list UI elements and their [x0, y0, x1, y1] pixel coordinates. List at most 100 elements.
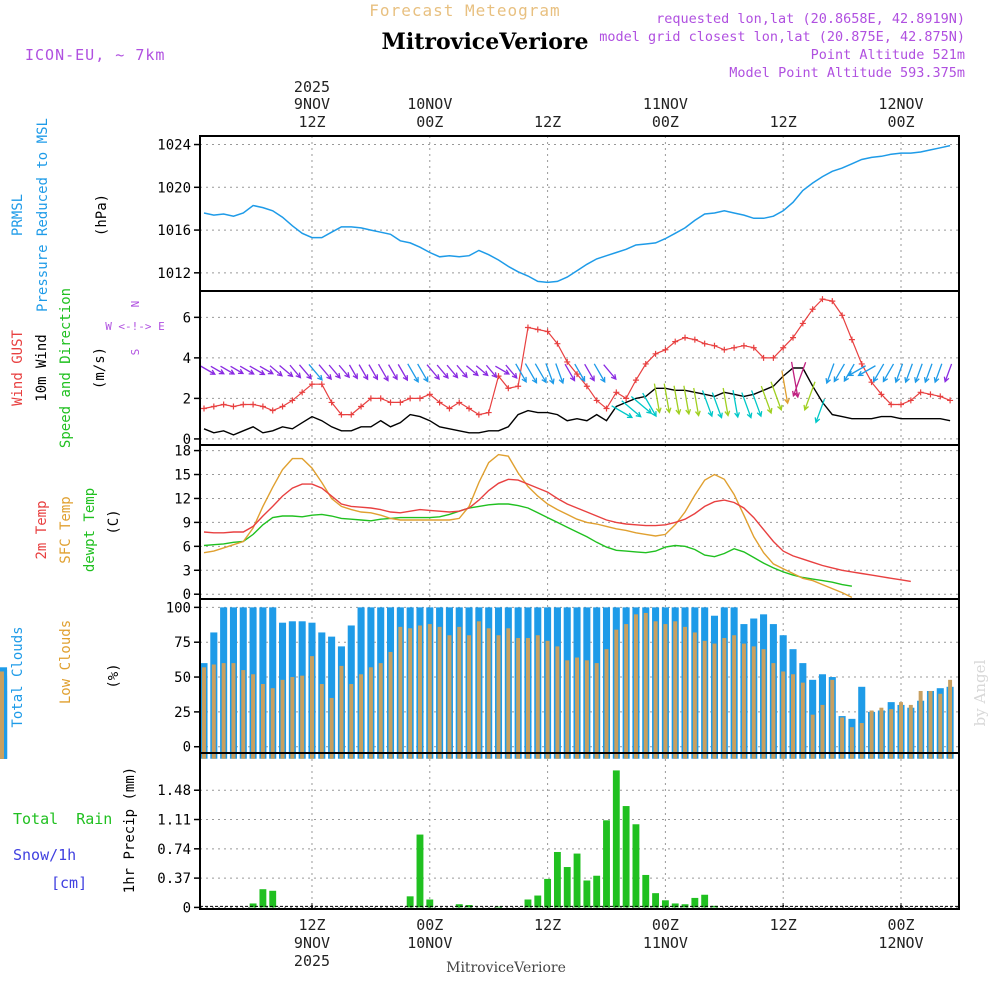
low-cloud-bar — [869, 710, 874, 759]
wind-direction-arrow — [933, 363, 943, 384]
wind-direction-arrow — [308, 364, 323, 381]
bottom-axis-hour: 12Z — [534, 916, 561, 934]
low-cloud-bar — [427, 624, 432, 759]
compass-north: N — [129, 301, 142, 308]
wind-direction-arrow — [555, 363, 565, 385]
wind-direction-arrow — [426, 364, 440, 381]
rain-bar — [524, 899, 532, 908]
bottom-axis-date: 11NOV — [643, 934, 688, 952]
y-tick-label: 1012 — [157, 266, 191, 282]
wind-gust-line-marker — [583, 383, 590, 390]
compass-rose: N W <-!-> E S — [105, 301, 165, 356]
wind-direction-arrow — [298, 364, 313, 380]
wind-gust-line-marker — [544, 328, 551, 335]
low-cloud-bar — [771, 663, 776, 759]
low-cloud-bar — [251, 674, 256, 759]
precip-label-cm: [cm] — [51, 874, 87, 892]
wind-gust-line-marker — [505, 385, 512, 392]
wind-direction-arrow — [825, 363, 835, 385]
wind-direction-arrow — [630, 396, 653, 415]
total-cloud-bar — [858, 686, 866, 759]
wind-gust-line-marker — [377, 395, 384, 402]
low-cloud-bar — [692, 632, 697, 759]
rain-bar — [711, 905, 718, 908]
precip-series — [200, 770, 959, 908]
footer-location: MitroviceVeriore — [446, 960, 566, 976]
clouds-panel: 100 75 50 25 0 Total Clouds Low Clouds (%) b… — [0, 598, 989, 759]
wind-gust-line-marker — [446, 405, 453, 412]
bottom-axis-hour: 00Z — [416, 916, 443, 934]
wind-gust-line-marker — [230, 403, 237, 410]
low-cloud-bar — [486, 628, 491, 759]
total-cloud-bar — [269, 607, 277, 759]
temp-unit: (C) — [106, 509, 122, 534]
low-cloud-bar — [202, 667, 206, 759]
y-tick-label: 1024 — [157, 138, 191, 154]
wind-gust-line-marker — [554, 340, 561, 347]
wind-direction-arrow — [230, 365, 245, 375]
wind-direction-arrow — [621, 400, 642, 418]
wind-gust-line-marker — [780, 344, 787, 351]
y-tick-label: 2 — [183, 391, 191, 407]
low-cloud-bar — [614, 629, 619, 759]
wind-direction-arrow — [857, 365, 876, 377]
wind-direction-arrow — [417, 363, 429, 383]
low-cloud-bar — [820, 704, 825, 759]
rain-bar — [416, 834, 424, 908]
temp-series — [203, 453, 911, 599]
wind-gust-line-marker — [878, 391, 885, 398]
requested-coords: requested lon,lat (20.8658E, 42.8919N) — [656, 11, 965, 27]
low-cloud-bar — [368, 667, 373, 759]
top-axis-date: 9NOV — [294, 95, 330, 113]
low-cloud-bar — [918, 690, 923, 759]
low-cloud-bar — [702, 640, 707, 759]
wind-gust-line-marker — [672, 338, 679, 345]
low-cloud-bar — [467, 635, 472, 759]
wind-gust-line-marker — [338, 411, 345, 418]
wind-ticks: 6 4 2 0 — [183, 310, 200, 448]
wind-gust-line-marker — [289, 397, 296, 404]
wind-direction-arrow — [781, 370, 790, 405]
rain-bar — [701, 894, 709, 908]
top-axis-date: 11NOV — [643, 95, 688, 113]
wind-gust-line-marker — [515, 383, 522, 390]
low-cloud-bar — [859, 723, 864, 759]
precip-panel: 1.48 1.11 0.74 0.37 0 Total Rain Snow/1h [cm… — [13, 752, 960, 916]
wind-gust-line-marker — [898, 401, 905, 408]
pressure-ticks: 1024 1020 1016 1012 — [157, 138, 200, 282]
rain-bar — [249, 903, 257, 908]
low-cloud-bar — [633, 614, 638, 759]
wind-direction-arrow — [397, 364, 409, 382]
wind-direction-arrow — [843, 363, 855, 383]
pressure-grid — [200, 136, 959, 291]
wind-direction-arrow — [611, 405, 634, 419]
low-cloud-bar — [398, 626, 403, 759]
model-name: ICON-EU, ~ 7km — [25, 46, 165, 64]
rain-bar — [632, 824, 640, 908]
rain-bar — [534, 895, 542, 908]
low-cloud-bar — [830, 679, 835, 759]
rain-bar — [583, 880, 591, 908]
wind-gust-line-marker — [407, 395, 414, 402]
rain-bar — [603, 820, 610, 908]
low-cloud-bar — [270, 688, 275, 759]
low-cloud-bar — [948, 679, 953, 759]
low-cloud-bar — [712, 643, 717, 759]
wind-direction-arrow — [318, 364, 332, 381]
clouds-label-total: Total Clouds — [10, 626, 26, 727]
wind-gust-line-marker — [937, 393, 944, 400]
total-cloud-bar — [328, 636, 336, 759]
y-tick-label: 100 — [166, 600, 191, 616]
chart-title: MitroviceVeriore — [382, 29, 589, 55]
low-cloud-bar — [476, 621, 481, 759]
point-altitude: Point Altitude 521m — [811, 47, 965, 63]
wind-direction-arrow — [914, 363, 923, 384]
wind-direction-arrow — [348, 364, 358, 380]
wind-gust-line-marker — [613, 389, 620, 396]
wind-gust-line-marker — [269, 407, 276, 414]
y-tick-label: 1.48 — [157, 783, 191, 799]
wind-gust-line-marker — [485, 409, 492, 416]
wind-direction-arrow — [943, 363, 953, 383]
wind-direction-arrow — [239, 365, 255, 375]
